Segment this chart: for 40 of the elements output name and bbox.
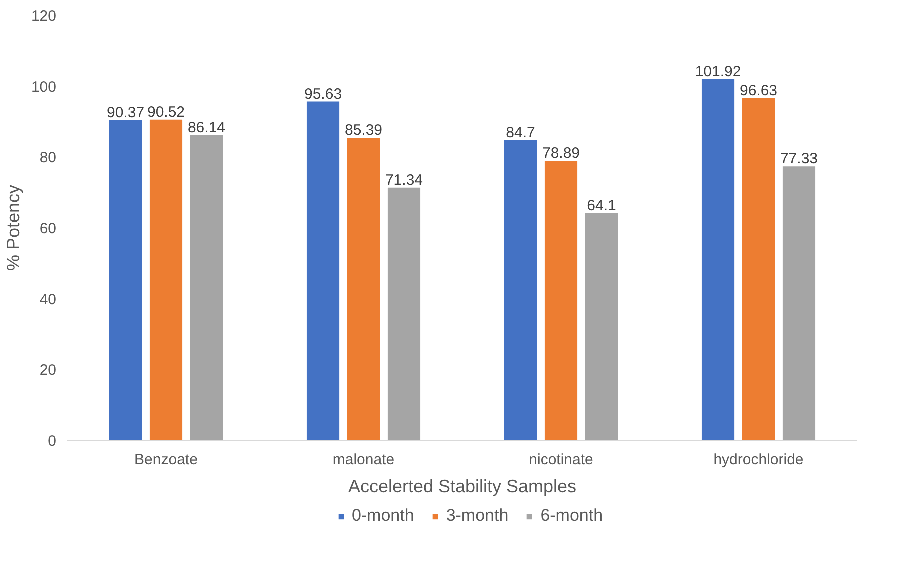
y-tick-label: 60 bbox=[40, 220, 57, 238]
y-tick-label: 40 bbox=[40, 291, 57, 308]
data-label: 90.52 bbox=[147, 104, 186, 121]
y-tick-label: 20 bbox=[40, 362, 57, 380]
bar bbox=[109, 120, 142, 440]
y-tick-label: 100 bbox=[31, 78, 57, 96]
legend-label: 6-month bbox=[540, 506, 604, 526]
data-label: 90.37 bbox=[106, 104, 145, 122]
bar bbox=[306, 102, 340, 440]
bar bbox=[347, 138, 380, 440]
data-label: 71.34 bbox=[385, 172, 424, 189]
bar bbox=[388, 188, 421, 440]
x-axis-title: Accelerted Stability Samples bbox=[348, 476, 577, 496]
x-tick-label: nicotinate bbox=[529, 452, 594, 468]
bar bbox=[504, 140, 538, 440]
data-label: 96.63 bbox=[740, 82, 778, 100]
data-label: 78.89 bbox=[542, 145, 580, 162]
data-label: 84.7 bbox=[506, 124, 536, 142]
legend-label: 0-month bbox=[352, 506, 414, 526]
bar bbox=[150, 120, 183, 440]
x-tick-label: hydrochloride bbox=[714, 452, 804, 468]
y-tick-label: 80 bbox=[40, 150, 57, 167]
x-tick-label: malonate bbox=[332, 452, 395, 468]
bar bbox=[742, 98, 776, 440]
y-tick-label: 0 bbox=[48, 433, 56, 450]
data-label: 95.63 bbox=[304, 86, 342, 103]
legend-label: 3-month bbox=[446, 506, 509, 526]
data-label: 85.39 bbox=[344, 122, 383, 140]
data-label: 86.14 bbox=[188, 119, 226, 136]
y-axis-title: % Potency bbox=[3, 184, 24, 272]
data-label: 101.92 bbox=[695, 64, 742, 81]
data-label: 64.1 bbox=[587, 197, 616, 214]
data-label: 77.33 bbox=[780, 150, 818, 168]
bar bbox=[544, 161, 578, 440]
bar bbox=[782, 166, 816, 440]
x-tick-label: Benzoate bbox=[134, 452, 198, 468]
y-tick-label: 120 bbox=[31, 8, 57, 25]
bar bbox=[190, 135, 224, 440]
bar bbox=[585, 213, 618, 440]
bar bbox=[702, 80, 735, 440]
